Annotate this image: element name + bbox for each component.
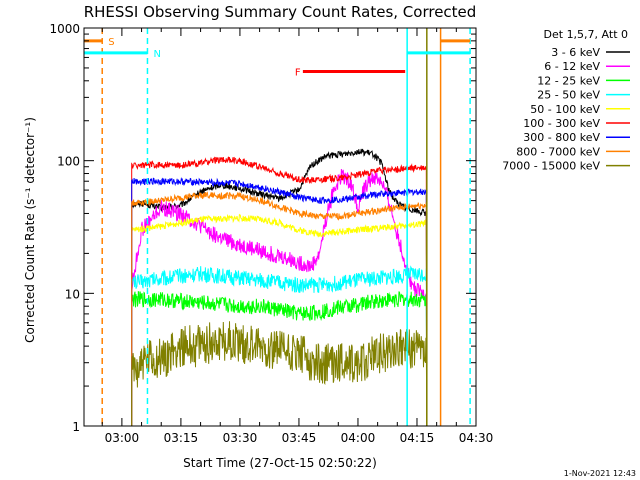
- legend-label-3-6-kev: 3 - 6 keV: [551, 46, 600, 59]
- legend-label-6-12-kev: 6 - 12 keV: [544, 60, 600, 73]
- x-tick-label-6: 04:15: [400, 431, 435, 445]
- x-axis-label: Start Time (27-Oct-15 02:50:22): [183, 456, 377, 470]
- series-line-300-800-kev: [131, 177, 428, 427]
- interval-label-f: F: [295, 68, 301, 79]
- series-layer: [131, 148, 428, 427]
- interval-layer: S N F: [84, 28, 471, 426]
- x-ticks: 03:00 03:15 03:30 03:45 04:00 04:15 04:30: [101, 28, 494, 445]
- footer-timestamp: 1-Nov-2021 12:43: [564, 469, 636, 478]
- x-tick-label-1: 03:00: [105, 431, 140, 445]
- series-line-800-7000-kev: [131, 191, 428, 427]
- x-tick-label-7: 04:30: [459, 431, 494, 445]
- x-tick-label-3: 03:30: [223, 431, 258, 445]
- series-line-6-12-kev: [131, 168, 428, 427]
- legend-label-50-100-kev: 50 - 100 keV: [530, 103, 600, 116]
- x-tick-label-5: 04:00: [341, 431, 376, 445]
- y-tick-label-1: 1: [72, 420, 80, 434]
- series-line-3-6-kev: [131, 148, 428, 427]
- y-tick-label-2: 10: [65, 287, 80, 301]
- legend-label-300-800-kev: 300 - 800 keV: [523, 131, 600, 144]
- legend-label-100-300-kev: 100 - 300 keV: [523, 117, 600, 130]
- series-line-12-25-kev: [131, 290, 428, 427]
- legend-label-800-7000-kev: 800 - 7000 keV: [516, 145, 600, 158]
- series-line-25-50-kev: [131, 265, 428, 427]
- series-line-50-100-kev: [131, 213, 428, 427]
- series-line-100-300-kev: [131, 156, 428, 427]
- legend-label-7000-15000-kev: 7000 - 15000 keV: [502, 160, 600, 173]
- y-axis-label: Corrected Count Rate (s⁻¹ detector⁻¹): [23, 117, 37, 343]
- legend-label-12-25-kev: 12 - 25 keV: [537, 74, 600, 87]
- y-tick-label-4: 1000: [49, 22, 80, 36]
- legend-title: Det 1,5,7, Att 0: [544, 28, 628, 41]
- interval-label-s: S: [108, 37, 114, 48]
- plot-frame: [83, 27, 477, 427]
- legend-label-25-50-kev: 25 - 50 keV: [537, 89, 600, 102]
- interval-label-n: N: [153, 49, 160, 60]
- chart-title: RHESSI Observing Summary Count Rates, Co…: [84, 3, 477, 21]
- series-line-7000-15000-kev: [131, 321, 428, 427]
- y-ticks: 1 10 100 1000: [49, 22, 476, 434]
- y-tick-label-3: 100: [57, 155, 80, 169]
- x-tick-label-2: 03:15: [164, 431, 199, 445]
- x-tick-label-4: 03:45: [282, 431, 317, 445]
